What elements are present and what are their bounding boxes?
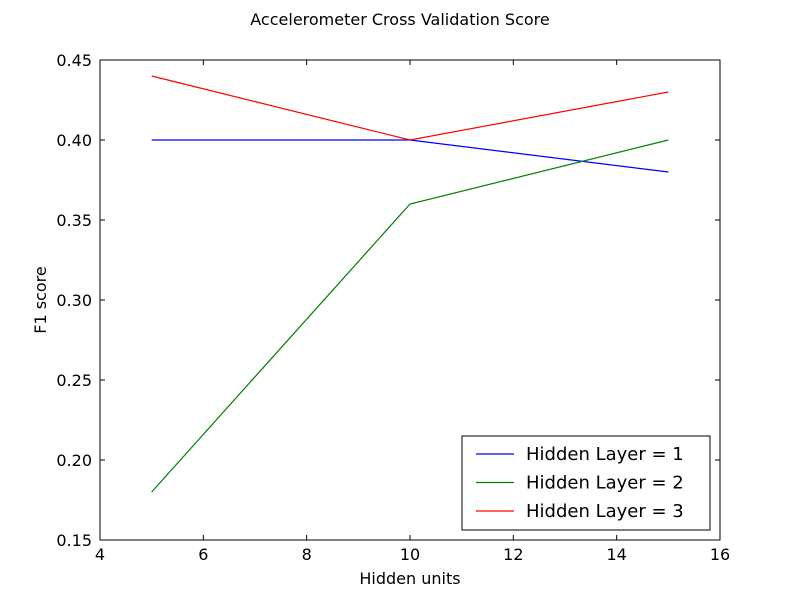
y-tick-label: 0.30: [56, 291, 92, 310]
legend-label-1: Hidden Layer = 1: [526, 444, 684, 465]
series-line-2: [151, 139, 669, 493]
y-axis-label: F1 score: [31, 266, 50, 333]
chart-title: Accelerometer Cross Validation Score: [250, 10, 549, 29]
series-line-3: [151, 75, 669, 141]
y-tick-label: 0.45: [56, 51, 92, 70]
legend-label-2: Hidden Layer = 2: [526, 473, 684, 494]
legend-label-3: Hidden Layer = 3: [526, 501, 684, 522]
y-tick-label: 0.25: [56, 371, 92, 390]
x-tick-label: 8: [302, 545, 312, 564]
y-tick-label: 0.15: [56, 531, 92, 550]
x-tick-label: 10: [400, 545, 420, 564]
series-line-1: [151, 139, 669, 173]
y-tick-label: 0.35: [56, 211, 92, 230]
x-tick-label: 4: [95, 545, 105, 564]
y-tick-label: 0.40: [56, 131, 92, 150]
x-tick-label: 6: [198, 545, 208, 564]
plot-area: 4 6 8 10 12 14 16 0.15 0.20 0.25 0.30 0.35 0.40 0.45 H…: [56, 51, 730, 564]
x-tick-label: 16: [710, 545, 730, 564]
y-tick-label: 0.20: [56, 451, 92, 470]
legend: Hidden Layer = 1 Hidden Layer = 2 Hidden L…: [461, 435, 711, 531]
x-tick-label: 14: [606, 545, 626, 564]
x-tick-label: 12: [503, 545, 523, 564]
x-axis-label: Hidden units: [359, 569, 460, 588]
